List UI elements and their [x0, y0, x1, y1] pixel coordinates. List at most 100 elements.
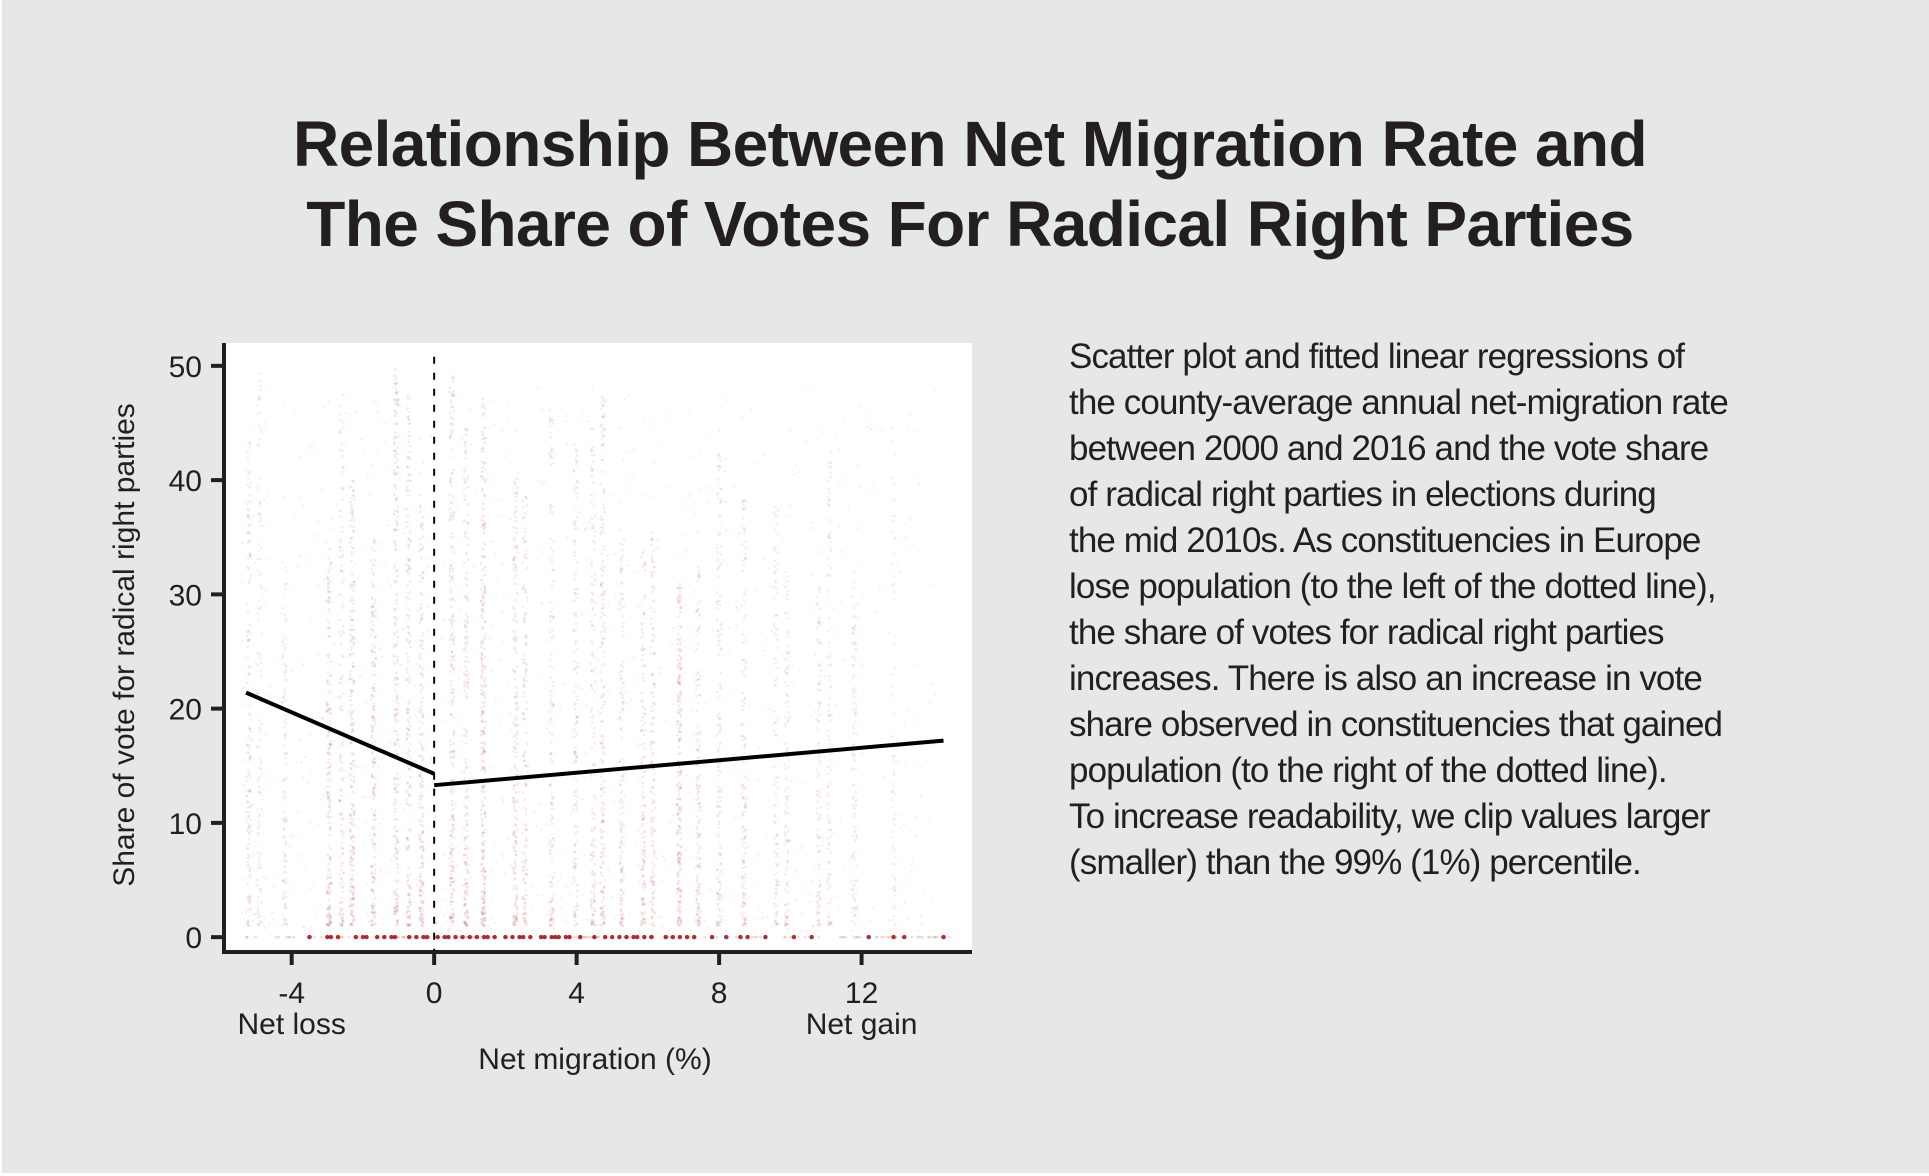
scatter-point: [465, 695, 468, 699]
scatter-point: [593, 534, 597, 538]
scatter-point: [550, 446, 553, 450]
scatter-point: [573, 861, 577, 865]
scatter-point: [463, 903, 467, 907]
scatter-point: [480, 593, 484, 597]
scatter-point: [483, 924, 487, 927]
scatter-point: [852, 586, 855, 590]
scatter-point: [480, 800, 484, 803]
scatter-point: [396, 909, 399, 912]
scatter-point: [329, 674, 332, 678]
scatter-point: [653, 792, 656, 796]
scatter-point: [352, 810, 356, 814]
scatter-point: [420, 924, 424, 927]
scatter-point: [512, 883, 516, 887]
scatter-point: [449, 435, 452, 438]
scatter-point: [574, 574, 577, 577]
scatter-point: [406, 457, 410, 460]
scatter-point: [548, 424, 552, 428]
scatter-point: [854, 695, 858, 698]
scatter-point: [327, 924, 331, 927]
scatter-point: [851, 640, 855, 644]
scatter-point: [450, 916, 454, 920]
scatter-point: [819, 791, 822, 795]
scatter-point: [482, 831, 485, 834]
scatter-point: [394, 688, 398, 692]
scatter-point: [245, 603, 249, 606]
scatter-point: [784, 742, 787, 745]
scatter-point: [421, 570, 425, 574]
scatter-point: [465, 613, 468, 616]
scatter-point: [480, 430, 484, 434]
scatter-point: [395, 570, 399, 573]
scatter-point: [405, 789, 409, 793]
scatter-point: [786, 574, 789, 578]
scatter-point: [374, 615, 378, 618]
scatter-point: [449, 500, 452, 504]
scatter-point: [678, 887, 681, 890]
scatter-point: [394, 708, 397, 712]
scatter-point: [677, 859, 681, 863]
scatter-point: [575, 823, 578, 827]
scatter-point: [396, 635, 400, 639]
scatter-point: [515, 898, 518, 901]
scatter-point: [408, 618, 411, 621]
scatter-point: [483, 682, 487, 686]
scatter-point: [573, 668, 576, 671]
scatter-point: [513, 511, 517, 515]
scatter-point: [891, 673, 895, 676]
scatter-point: [246, 611, 250, 614]
scatter-point: [370, 910, 374, 914]
scatter-point: [481, 470, 484, 474]
scatter-point: [249, 789, 252, 792]
scatter-point: [464, 860, 468, 864]
scatter-point: [643, 835, 647, 838]
scatter-point: [329, 777, 332, 781]
scatter-point: [575, 808, 579, 812]
scatter-point: [513, 830, 517, 834]
scatter-point: [694, 694, 698, 698]
scatter-point: [589, 710, 593, 713]
scatter-point: [450, 622, 454, 626]
scatter-point: [549, 658, 552, 661]
scatter-point: [593, 863, 596, 866]
scatter-point: [464, 847, 468, 851]
scatter-point: [326, 923, 329, 926]
scatter-point: [284, 613, 287, 616]
scatter-point: [852, 815, 855, 818]
scatter-point: [449, 587, 452, 590]
scatter-point: [374, 635, 378, 638]
scatter-point: [643, 594, 647, 598]
scatter-point: [407, 558, 411, 561]
scatter-point: [525, 566, 529, 570]
scatter-point: [575, 921, 578, 925]
scatter-point: [741, 543, 744, 546]
scatter-point: [326, 854, 329, 857]
scatter-point: [641, 814, 644, 818]
scatter-point: [775, 523, 778, 526]
scatter-point: [351, 494, 355, 497]
scatter-point: [248, 579, 251, 583]
scatter-point: [827, 709, 831, 713]
scatter-point: [448, 917, 452, 920]
scatter-point: [853, 914, 856, 918]
scatter-point: [328, 627, 332, 631]
scatter-point: [463, 624, 467, 628]
scatter-point: [409, 590, 412, 594]
scatter-point: [653, 889, 656, 892]
scatter-point: [282, 893, 285, 896]
scatter-point: [341, 742, 345, 746]
scatter-point: [327, 557, 330, 560]
scatter-point: [248, 832, 251, 836]
scatter-point: [521, 851, 525, 854]
scatter-point: [352, 915, 355, 919]
scatter-point: [480, 652, 484, 655]
scatter-point: [393, 834, 396, 838]
scatter-point: [370, 729, 374, 732]
scatter-point: [600, 735, 603, 738]
scatter-point: [393, 708, 397, 711]
scatter-point: [421, 714, 424, 718]
scatter-point: [719, 553, 723, 556]
scatter-point: [893, 862, 896, 865]
scatter-point: [853, 712, 857, 715]
scatter-point: [451, 846, 455, 850]
